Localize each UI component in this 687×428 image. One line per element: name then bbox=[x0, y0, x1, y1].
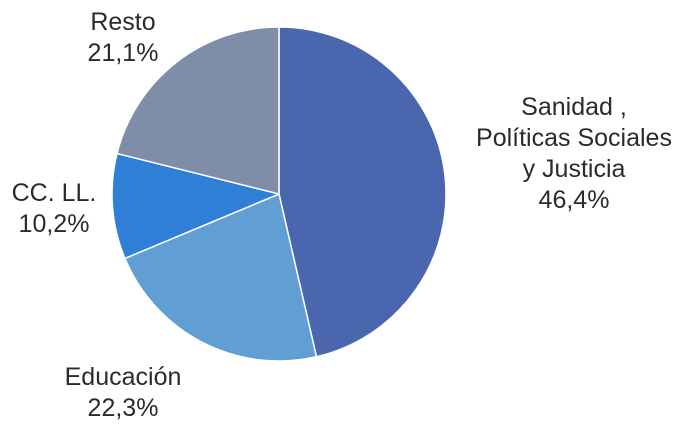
slice-label-line: Sanidad , bbox=[521, 93, 627, 121]
slice-value-label: 10,2% bbox=[18, 210, 90, 238]
pie-label-ccll: CC. LL. 10,2% bbox=[12, 178, 97, 240]
slice-label-line: Educación bbox=[64, 363, 182, 391]
pie-slice-sanidad bbox=[278, 26, 447, 358]
slice-label-line: y Justicia bbox=[522, 155, 626, 183]
slice-value-label: 46,4% bbox=[538, 186, 610, 214]
pie-slice-educacion bbox=[124, 193, 318, 362]
slice-label-line: Resto bbox=[90, 8, 156, 36]
pie-slice-resto bbox=[116, 26, 280, 195]
pie-slice-ccll bbox=[111, 152, 280, 260]
slice-label-line: Políticas Sociales bbox=[476, 124, 672, 152]
slice-value-label: 21,1% bbox=[87, 39, 159, 67]
pie-label-sanidad: Sanidad , Políticas Sociales y Justicia … bbox=[476, 92, 672, 216]
pie-label-educacion: Educación 22,3% bbox=[65, 362, 182, 424]
slice-value-label: 22,3% bbox=[87, 394, 159, 422]
pie-label-resto: Resto 21,1% bbox=[88, 7, 159, 69]
slice-label-line: CC. LL. bbox=[11, 179, 97, 207]
